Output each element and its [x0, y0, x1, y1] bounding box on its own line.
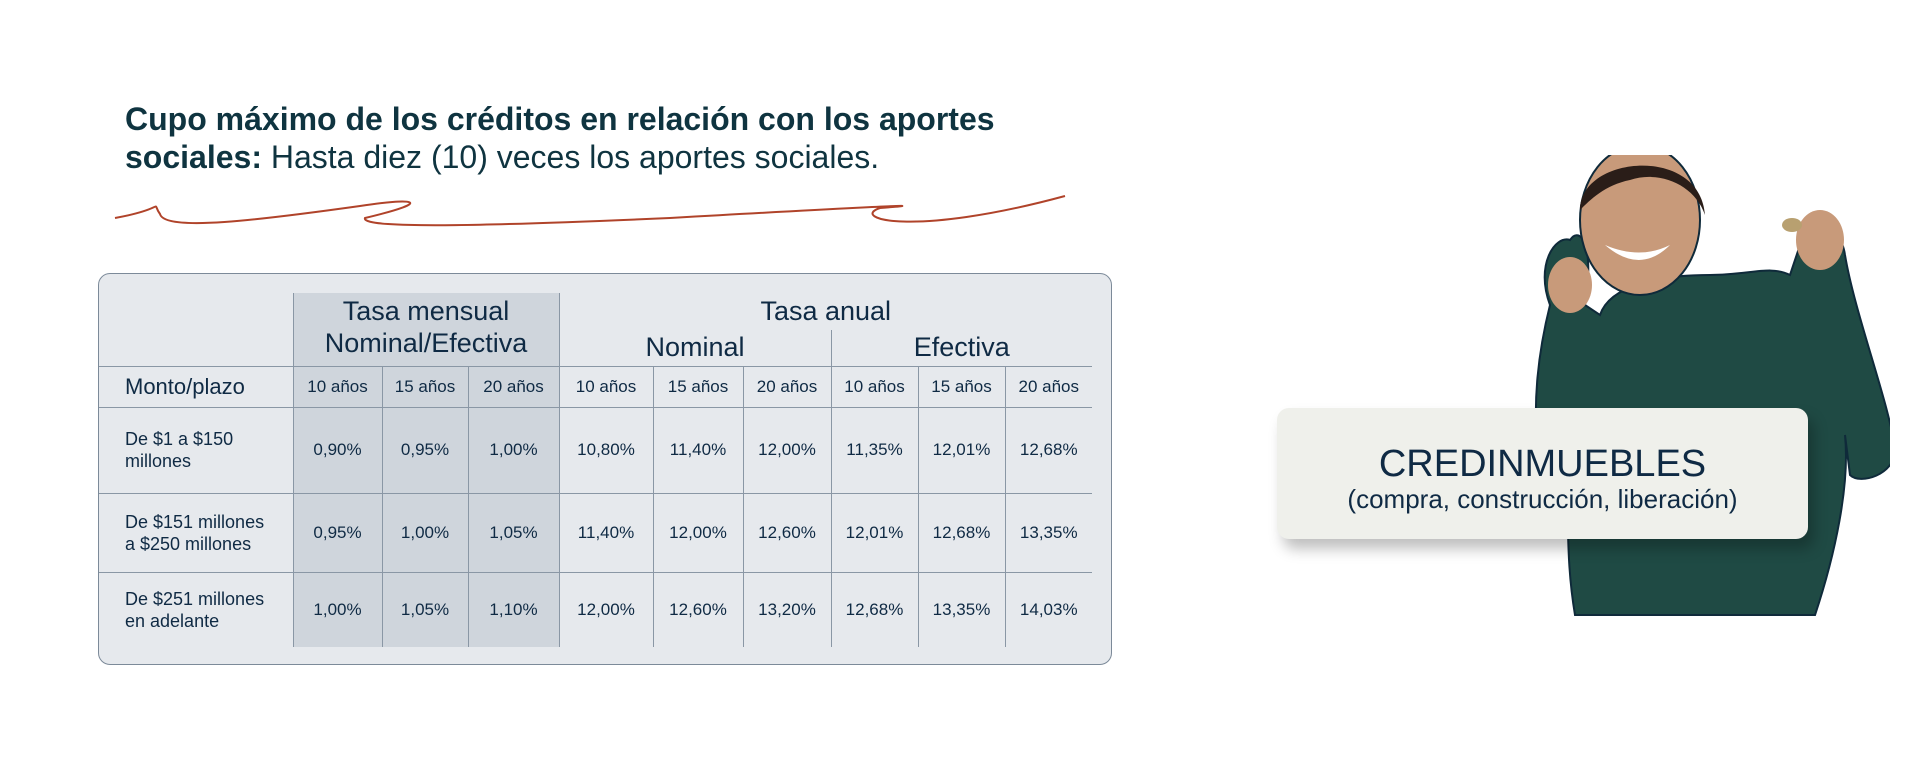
term-header: 15 años	[652, 365, 743, 408]
rate-cell: 12,60%	[742, 493, 831, 573]
heading-regular: Hasta diez (10) veces los aportes social…	[261, 139, 880, 175]
rate-cell: 12,60%	[652, 572, 743, 647]
rate-cell: 1,05%	[381, 572, 468, 647]
row-label-line: De $251 millones	[125, 588, 265, 609]
rate-cell: 12,00%	[742, 407, 831, 494]
decorative-squiggle-line	[114, 195, 1066, 227]
rate-cell: 0,90%	[292, 407, 382, 494]
rate-cell: 12,00%	[652, 493, 743, 573]
page-heading: Cupo máximo de los créditos en relación …	[125, 100, 1085, 176]
rate-cell: 1,00%	[381, 493, 468, 573]
term-header: 10 años	[292, 365, 382, 408]
rates-table-card: Tasa mensual Nominal/Efectiva Tasa anual …	[98, 273, 1112, 665]
rate-cell: 0,95%	[292, 493, 382, 573]
row-label: De $1 a $150 millones	[99, 407, 293, 494]
rate-cell: 12,01%	[830, 493, 918, 573]
rate-cell: 1,05%	[467, 493, 559, 573]
row-label-line: De $1 a $150	[125, 429, 234, 449]
product-subtitle: (compra, construcción, liberación)	[1347, 484, 1738, 514]
rate-cell: 1,00%	[467, 407, 559, 494]
rate-cell: 11,40%	[652, 407, 743, 494]
header-tasa-anual: Tasa anual	[760, 296, 892, 326]
rate-cell: 12,01%	[917, 407, 1005, 494]
rate-cell: 12,68%	[1004, 407, 1092, 494]
header-nominal: Nominal	[645, 332, 745, 363]
header-monto-plazo: Monto/plazo	[99, 365, 293, 408]
term-header: 15 años	[917, 365, 1005, 408]
rate-cell: 13,35%	[917, 572, 1005, 647]
person-holding-keys-photo	[1534, 155, 1890, 616]
row-label-line: millones	[125, 451, 192, 471]
header-tasa-mensual-line2: Nominal/Efectiva	[324, 328, 528, 358]
table-row: De $151 millones a $250 millones 0,95% 1,00…	[99, 493, 1092, 573]
rate-cell: 12,00%	[558, 572, 653, 647]
table-row: De $1 a $150 millones 0,90% 0,95% 1,00% 10,80…	[99, 407, 1092, 494]
product-badge: CREDINMUEBLES (compra, construcción, lib…	[1277, 408, 1808, 539]
rate-cell: 0,95%	[381, 407, 468, 494]
rate-cell: 10,80%	[558, 407, 653, 494]
rate-cell: 11,40%	[558, 493, 653, 573]
row-label-line: a $250 millones	[125, 533, 252, 554]
term-header: 10 años	[558, 365, 653, 408]
rate-cell: 1,00%	[292, 572, 382, 647]
header-efectiva: Efectiva	[830, 330, 1092, 366]
rate-cell: 13,35%	[1004, 493, 1092, 573]
product-title: CREDINMUEBLES	[1378, 443, 1707, 485]
rate-cell: 1,10%	[467, 572, 559, 647]
row-label: De $151 millones a $250 millones	[99, 493, 293, 573]
table-row: De $251 millones en adelante 1,00% 1,05% 1,1…	[99, 572, 1092, 647]
term-header: 15 años	[381, 365, 468, 408]
heading-bold: Cupo máximo de los créditos en relación …	[125, 101, 995, 175]
header-tasa-mensual-line1: Tasa mensual	[342, 296, 510, 326]
term-header: 20 años	[1004, 365, 1092, 408]
header-tasa-mensual: Tasa mensual Nominal/Efectiva	[292, 293, 560, 366]
rate-cell: 13,20%	[742, 572, 831, 647]
rate-cell: 12,68%	[917, 493, 1005, 573]
rate-cell: 11,35%	[830, 407, 918, 494]
row-label-line: en adelante	[125, 610, 220, 631]
rate-cell: 14,03%	[1004, 572, 1092, 647]
term-header: 10 años	[830, 365, 918, 408]
row-label: De $251 millones en adelante	[99, 572, 293, 647]
rates-table: Tasa mensual Nominal/Efectiva Tasa anual …	[99, 293, 1092, 647]
term-header: 20 años	[467, 365, 559, 408]
term-header: 20 años	[742, 365, 831, 408]
rate-cell: 12,68%	[830, 572, 918, 647]
row-label-line: De $151 millones	[125, 511, 265, 532]
